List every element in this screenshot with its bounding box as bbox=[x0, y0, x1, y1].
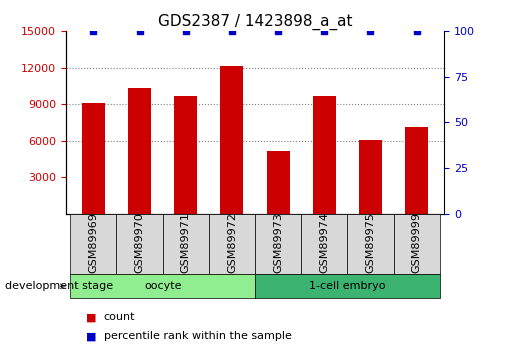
Text: GSM89974: GSM89974 bbox=[319, 211, 329, 273]
Text: 1-cell embryo: 1-cell embryo bbox=[309, 282, 386, 291]
Text: GSM89975: GSM89975 bbox=[366, 212, 376, 273]
Text: count: count bbox=[104, 313, 135, 322]
Text: GSM89972: GSM89972 bbox=[227, 211, 237, 273]
Text: GSM89969: GSM89969 bbox=[88, 212, 98, 273]
Bar bbox=[405, 127, 428, 214]
Text: ■: ■ bbox=[86, 332, 96, 341]
Text: percentile rank within the sample: percentile rank within the sample bbox=[104, 332, 291, 341]
Text: oocyte: oocyte bbox=[144, 282, 181, 291]
Bar bbox=[174, 96, 197, 214]
Text: GSM89971: GSM89971 bbox=[181, 212, 191, 273]
Bar bbox=[267, 150, 290, 214]
Text: development stage: development stage bbox=[5, 282, 113, 291]
Bar bbox=[220, 66, 243, 214]
Text: ■: ■ bbox=[86, 313, 96, 322]
Bar bbox=[82, 103, 105, 214]
Text: GSM89999: GSM89999 bbox=[412, 211, 422, 273]
Bar bbox=[359, 139, 382, 214]
Title: GDS2387 / 1423898_a_at: GDS2387 / 1423898_a_at bbox=[158, 13, 352, 30]
Bar bbox=[128, 88, 151, 214]
Text: GSM89973: GSM89973 bbox=[273, 212, 283, 273]
Bar bbox=[313, 96, 336, 214]
Text: GSM89970: GSM89970 bbox=[134, 212, 144, 273]
